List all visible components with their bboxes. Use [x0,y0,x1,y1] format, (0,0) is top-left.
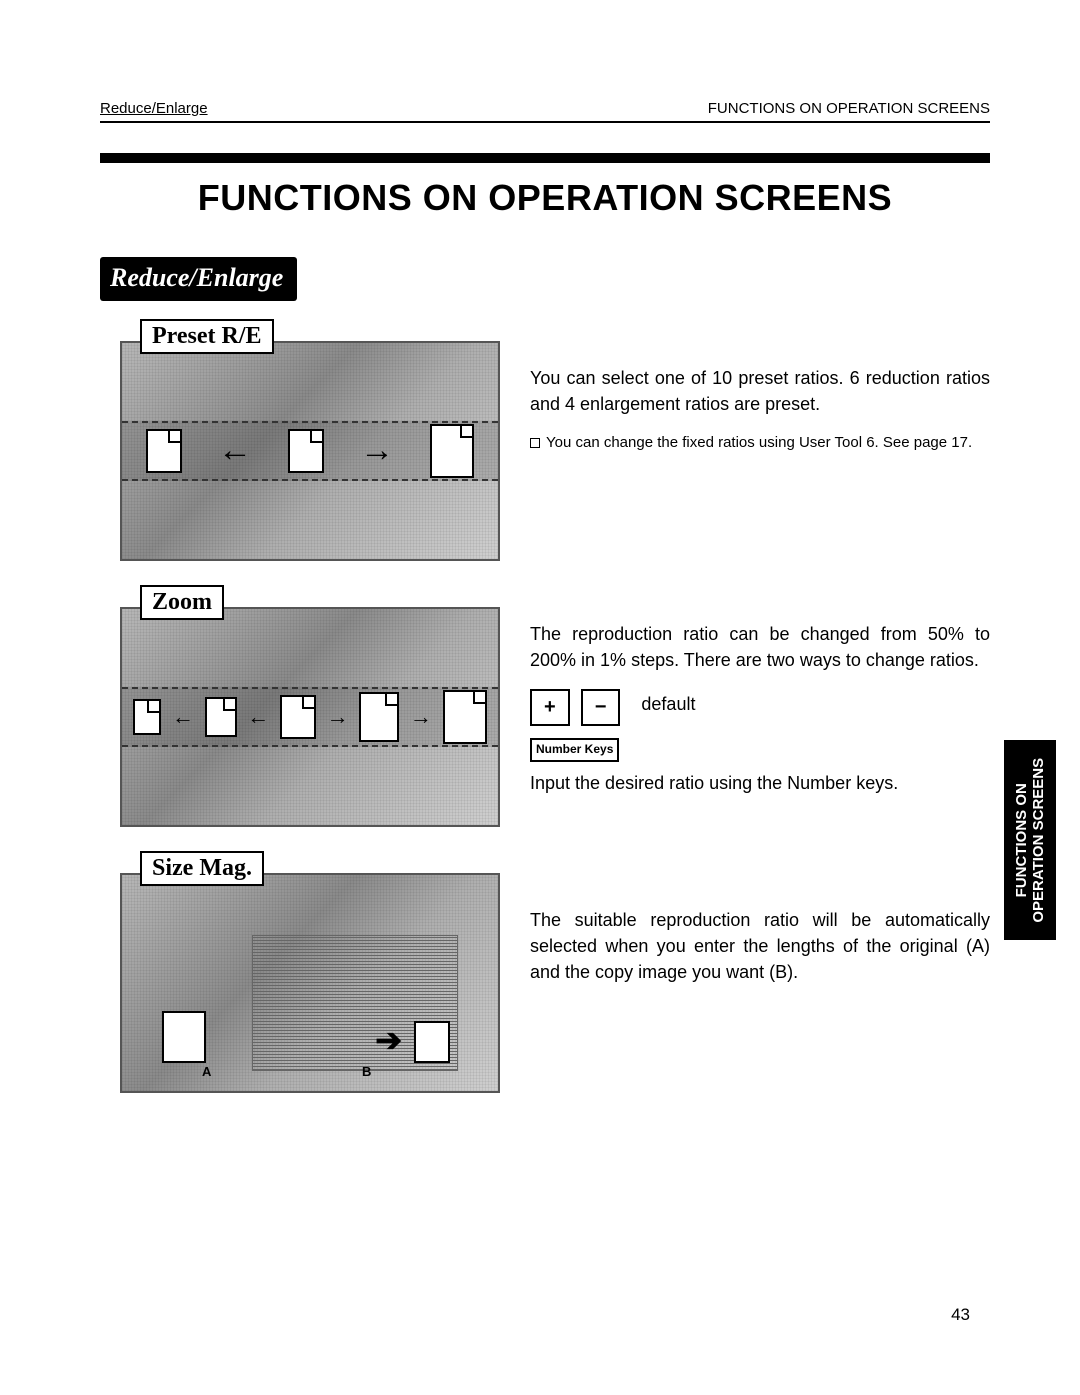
document-icon [146,429,182,473]
page-header: Reduce/Enlarge FUNCTIONS ON OPERATION SC… [100,100,990,123]
default-label: default [641,694,695,714]
size-mag-block: Size Mag. ➔ A B The suitable reproductio… [100,857,990,1093]
zoom-block: Zoom ← ← → → The reproduction ratio can … [100,591,990,827]
zoom-figure: Zoom ← ← → → [120,591,500,827]
document-icon [443,690,487,744]
arrow-right-icon: → [327,704,349,730]
plus-key[interactable]: + [530,689,570,726]
document-icon [205,697,237,737]
number-keys-paragraph: Input the desired ratio using the Number… [530,770,990,796]
side-tab-text: FUNCTIONS ON OPERATION SCREENS [1013,758,1048,923]
minus-key[interactable]: − [581,689,621,726]
size-mag-figure-tab: Size Mag. [140,851,264,886]
zoom-figure-body: ← ← → → [120,607,500,827]
zoom-keys-row: + − default [530,689,990,726]
document-icon [430,424,474,478]
document-b-icon [414,1021,450,1063]
document-icon [359,692,399,742]
arrow-left-icon: ← [218,431,252,470]
arrow-right-icon: ➔ [375,1021,402,1059]
preset-note: You can change the fixed ratios using Us… [530,433,990,453]
arrow-right-icon: → [410,704,432,730]
note-bullet-icon [530,438,540,448]
size-mag-paragraph: The suitable reproduction ratio will be … [530,907,990,985]
arrow-left-icon: ← [247,704,269,730]
zoom-figure-tab: Zoom [140,585,224,620]
size-mag-figure: Size Mag. ➔ A B [120,857,500,1093]
header-right: FUNCTIONS ON OPERATION SCREENS [708,100,990,117]
number-keys-tab: Number Keys [530,738,619,761]
label-a: A [202,1064,211,1079]
page-title: FUNCTIONS ON OPERATION SCREENS [100,153,990,219]
arrow-left-icon: ← [172,704,194,730]
preset-text: You can select one of 10 preset ratios. … [530,325,990,469]
preset-strip: ← → [122,421,498,481]
preset-block: Preset R/E ← → You can select one of 10 … [100,325,990,561]
document-icon [280,695,316,739]
zoom-strip: ← ← → → [122,687,498,747]
document-icon [133,699,161,735]
label-b: B [362,1064,371,1079]
document-icon [288,429,324,473]
zoom-paragraph: The reproduction ratio can be changed fr… [530,621,990,673]
size-mag-figure-body: ➔ A B [120,873,500,1093]
preset-figure: Preset R/E ← → [120,325,500,561]
document-a-icon [162,1011,206,1063]
preset-figure-body: ← → [120,341,500,561]
preset-note-text: You can change the fixed ratios using Us… [546,434,972,451]
section-tag-reduce-enlarge: Reduce/Enlarge [100,257,297,301]
preset-paragraph: You can select one of 10 preset ratios. … [530,365,990,417]
header-left: Reduce/Enlarge [100,100,208,117]
side-chapter-tab: FUNCTIONS ON OPERATION SCREENS [1004,740,1056,940]
preset-figure-tab: Preset R/E [140,319,274,354]
side-tab-line1: FUNCTIONS ON [1013,783,1030,897]
side-tab-line2: OPERATION SCREENS [1030,758,1047,923]
size-mag-text: The suitable reproduction ratio will be … [530,857,990,1001]
page-number: 43 [951,1305,970,1325]
arrow-right-icon: → [360,431,394,470]
zoom-text: The reproduction ratio can be changed fr… [530,591,990,812]
